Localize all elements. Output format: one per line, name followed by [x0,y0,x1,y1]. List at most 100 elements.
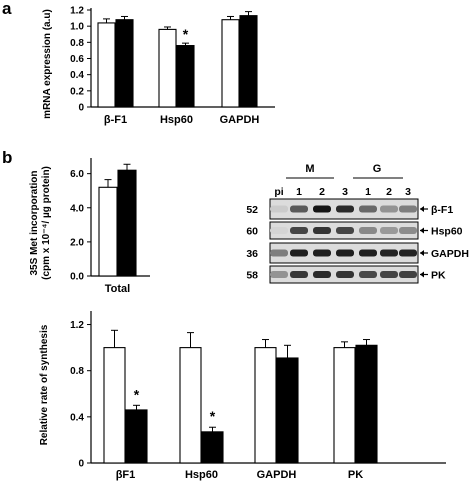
bar-a-1-1 [176,45,195,108]
blot-band [313,271,331,278]
bar-b-bottom-1-0 [179,347,202,464]
blot-band [290,205,308,213]
blot-band-label: Hsp60 [431,226,463,238]
blot-band [380,249,398,257]
blot-mw-label: 52 [246,204,258,216]
blot-lane-label: 3 [405,186,411,198]
blot-band [313,249,331,257]
blot-band [336,271,354,278]
blot-band [380,205,398,213]
blot-band [380,227,398,234]
y-tick-label-b-top: 4.0 [70,203,84,214]
bar-a-1-0 [158,28,177,108]
y-tick-label-b-bottom: 1.2 [70,320,84,331]
blot-band [270,205,288,213]
blot-band [399,205,417,213]
y-tick-label-b-top: 2.0 [70,237,84,248]
chart-relative-synthesis: 0 0.4 0.8 1.2 βF1 Hsp60 GAPDH PK * * [70,311,446,481]
bar-a-0-0 [97,22,116,108]
chart-mrna-expression: 0 0.2 0.4 0.6 0.8 1.0 1.2 β-F1 Hsp60 GAPDH * [70,6,275,126]
bar-b-bottom-0-0 [103,347,126,464]
blot-band [270,249,288,257]
blot-mw-label: 36 [246,248,258,260]
y-tick-label-a: 0.2 [70,86,84,97]
y-axis-title-line2-panel-b-top: (cpm x 10⁻⁴/ µg protein) [41,166,52,280]
y-tick-label-a: 0 [78,103,84,114]
bar-b-top-0-0 [98,186,118,277]
y-tick-label-a: 0.4 [70,70,84,81]
x-tick-label-b-bottom: GAPDH [257,469,297,481]
y-tick-label-a: 1.0 [70,22,84,33]
y-tick-label-b-top: 6.0 [70,169,84,180]
blot-arrow-head [420,250,424,256]
blot-band [336,205,354,213]
x-tick-label-b-bottom: PK [348,469,363,481]
blot-lane-label: 2 [319,186,325,198]
x-tick-label-a: GAPDH [220,114,260,126]
blot-mw-label: 58 [246,270,258,282]
blot-band [359,227,377,234]
blot-band [336,249,354,257]
blot-mw-label: 60 [246,226,258,238]
significance-star-b-bottom: * [134,386,140,402]
blot-band [399,227,417,234]
chart-35s-met-incorporation: 0.0 2.0 4.0 6.0 Total [70,158,150,295]
bar-b-bottom-3-0 [333,347,356,464]
bar-b-bottom-2-0 [254,347,277,464]
bar-a-2-1 [239,15,258,108]
y-tick-label-a: 0.8 [70,38,84,49]
blot-lane-label: 2 [386,186,392,198]
x-tick-label-a: β-F1 [104,114,127,126]
blot-band-label: GAPDH [431,248,469,260]
blot-group-label: G [373,163,382,175]
blot-band [399,249,417,257]
y-tick-label-a: 1.2 [70,6,84,17]
blot-band [313,227,331,234]
blot-band [359,205,377,213]
bar-b-bottom-3-1 [355,344,378,464]
y-axis-title-panel-a: mRNA expression (a.u) [42,9,53,119]
x-tick-label-b-bottom: βF1 [116,469,136,481]
blot-group-label: M [305,163,314,175]
panel-b-label: b [2,148,12,167]
blot-arrow-head [420,227,424,234]
x-tick-label-a: Hsp60 [160,114,193,126]
significance-star-b-bottom: * [210,408,216,424]
blot-band-label: PK [431,270,446,282]
x-tick-label-b-bottom: Hsp60 [185,469,218,481]
blot-arrow-head [420,271,424,278]
blot-lane-label: 1 [296,186,302,198]
blot-lane-label: 1 [365,186,371,198]
blot-band [290,227,308,234]
y-tick-label-b-bottom: 0.8 [70,366,84,377]
y-axis-title-line1-panel-b-top: 35S Met incorporation [29,170,40,275]
blot-arrow-head [420,206,424,212]
blot-band [313,205,331,213]
blot-band [270,271,288,278]
blot-band [399,271,417,278]
bar-a-0-1 [115,19,134,108]
blot-band [359,271,377,278]
x-tick-label-b-top: Total [105,283,130,295]
bar-b-bottom-2-1 [276,357,299,464]
bar-a-2-0 [221,19,240,108]
blot-band [336,227,354,234]
blot-band [359,249,377,257]
y-tick-label-a: 0.6 [70,54,84,65]
y-tick-label-b-top: 0.0 [70,272,84,283]
blot-band [290,271,308,278]
bar-b-top-0-1 [117,169,137,277]
blot-lane-label: pi [274,186,283,198]
blot-lane-label: 3 [342,186,348,198]
blot-band [380,271,398,278]
western-blot: M Gpi 1 2 3 1 2 3 52 β-F1 60 Hsp60 36 GAPDH 58 PK [246,163,469,284]
blot-band-label: β-F1 [431,204,453,216]
y-axis-title-panel-b-bottom: Relative rate of synthesis [39,324,50,445]
y-tick-label-b-bottom: 0.4 [70,412,84,423]
panel-a-label: a [2,0,12,18]
significance-star-a: * [183,26,189,42]
blot-band [290,249,308,257]
bar-b-bottom-0-1 [125,409,148,464]
bar-b-bottom-1-1 [201,431,224,464]
